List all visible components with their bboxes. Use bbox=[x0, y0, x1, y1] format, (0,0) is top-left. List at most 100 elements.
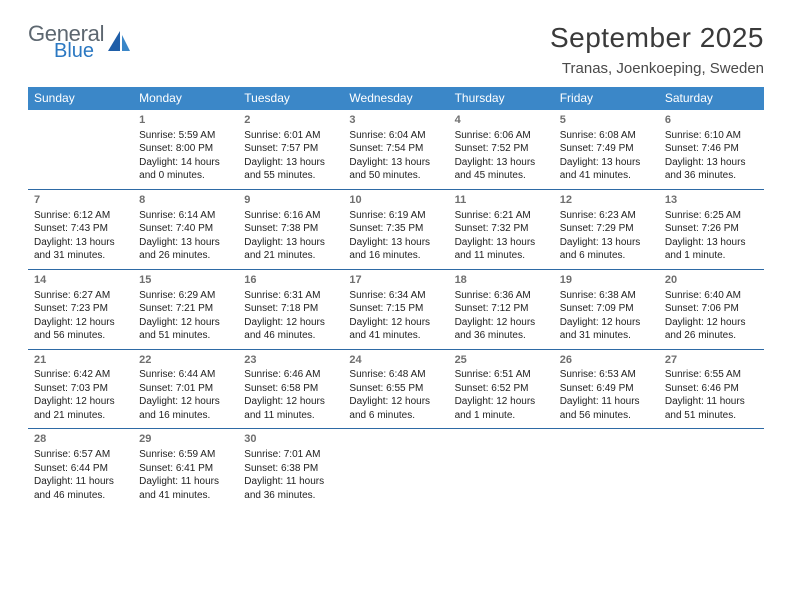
sunrise-text: Sunrise: 6:38 AM bbox=[560, 289, 653, 303]
calendar-page: General Blue September 2025 Tranas, Joen… bbox=[0, 0, 792, 508]
day-number: 14 bbox=[34, 273, 127, 288]
location-text: Tranas, Joenkoeping, Sweden bbox=[550, 60, 764, 77]
sunrise-text: Sunrise: 6:10 AM bbox=[665, 129, 758, 143]
day-cell: 5Sunrise: 6:08 AMSunset: 7:49 PMDaylight… bbox=[554, 110, 659, 189]
daylight-text: Daylight: 13 hours and 45 minutes. bbox=[455, 156, 548, 183]
day-cell: 20Sunrise: 6:40 AMSunset: 7:06 PMDayligh… bbox=[659, 270, 764, 349]
day-cell: 22Sunrise: 6:44 AMSunset: 7:01 PMDayligh… bbox=[133, 350, 238, 429]
day-cell: 1Sunrise: 5:59 AMSunset: 8:00 PMDaylight… bbox=[133, 110, 238, 189]
day-number: 22 bbox=[139, 353, 232, 368]
daylight-text: Daylight: 13 hours and 11 minutes. bbox=[455, 236, 548, 263]
sunset-text: Sunset: 7:54 PM bbox=[349, 142, 442, 156]
week-row: 28Sunrise: 6:57 AMSunset: 6:44 PMDayligh… bbox=[28, 429, 764, 508]
weekday-header: Thursday bbox=[449, 87, 554, 110]
day-cell: 18Sunrise: 6:36 AMSunset: 7:12 PMDayligh… bbox=[449, 270, 554, 349]
sunrise-text: Sunrise: 6:42 AM bbox=[34, 368, 127, 382]
sunrise-text: Sunrise: 6:51 AM bbox=[455, 368, 548, 382]
sunrise-text: Sunrise: 6:53 AM bbox=[560, 368, 653, 382]
daylight-text: Daylight: 13 hours and 50 minutes. bbox=[349, 156, 442, 183]
sunset-text: Sunset: 7:12 PM bbox=[455, 302, 548, 316]
sunrise-text: Sunrise: 6:29 AM bbox=[139, 289, 232, 303]
day-number: 26 bbox=[560, 353, 653, 368]
day-cell: 6Sunrise: 6:10 AMSunset: 7:46 PMDaylight… bbox=[659, 110, 764, 189]
daylight-text: Daylight: 13 hours and 41 minutes. bbox=[560, 156, 653, 183]
day-cell: 26Sunrise: 6:53 AMSunset: 6:49 PMDayligh… bbox=[554, 350, 659, 429]
sunset-text: Sunset: 6:41 PM bbox=[139, 462, 232, 476]
daylight-text: Daylight: 13 hours and 6 minutes. bbox=[560, 236, 653, 263]
daylight-text: Daylight: 14 hours and 0 minutes. bbox=[139, 156, 232, 183]
sunset-text: Sunset: 7:52 PM bbox=[455, 142, 548, 156]
daylight-text: Daylight: 11 hours and 56 minutes. bbox=[560, 395, 653, 422]
day-number: 8 bbox=[139, 193, 232, 208]
weekday-header: Friday bbox=[554, 87, 659, 110]
sunrise-text: Sunrise: 6:48 AM bbox=[349, 368, 442, 382]
day-cell: 27Sunrise: 6:55 AMSunset: 6:46 PMDayligh… bbox=[659, 350, 764, 429]
sunset-text: Sunset: 6:58 PM bbox=[244, 382, 337, 396]
sunset-text: Sunset: 6:55 PM bbox=[349, 382, 442, 396]
day-number: 11 bbox=[455, 193, 548, 208]
day-cell-empty bbox=[659, 429, 764, 508]
day-cell-empty bbox=[343, 429, 448, 508]
day-number: 20 bbox=[665, 273, 758, 288]
sunset-text: Sunset: 7:18 PM bbox=[244, 302, 337, 316]
sunrise-text: Sunrise: 6:57 AM bbox=[34, 448, 127, 462]
sunrise-text: Sunrise: 6:01 AM bbox=[244, 129, 337, 143]
daylight-text: Daylight: 12 hours and 11 minutes. bbox=[244, 395, 337, 422]
daylight-text: Daylight: 12 hours and 36 minutes. bbox=[455, 316, 548, 343]
day-cell: 28Sunrise: 6:57 AMSunset: 6:44 PMDayligh… bbox=[28, 429, 133, 508]
day-number: 10 bbox=[349, 193, 442, 208]
day-cell: 24Sunrise: 6:48 AMSunset: 6:55 PMDayligh… bbox=[343, 350, 448, 429]
sunrise-text: Sunrise: 7:01 AM bbox=[244, 448, 337, 462]
sunset-text: Sunset: 6:49 PM bbox=[560, 382, 653, 396]
sunrise-text: Sunrise: 6:25 AM bbox=[665, 209, 758, 223]
weeks-container: 1Sunrise: 5:59 AMSunset: 8:00 PMDaylight… bbox=[28, 110, 764, 508]
day-cell-empty bbox=[554, 429, 659, 508]
day-cell: 29Sunrise: 6:59 AMSunset: 6:41 PMDayligh… bbox=[133, 429, 238, 508]
day-number: 12 bbox=[560, 193, 653, 208]
week-row: 21Sunrise: 6:42 AMSunset: 7:03 PMDayligh… bbox=[28, 350, 764, 430]
title-block: September 2025 Tranas, Joenkoeping, Swed… bbox=[550, 22, 764, 77]
daylight-text: Daylight: 12 hours and 26 minutes. bbox=[665, 316, 758, 343]
sunrise-text: Sunrise: 6:34 AM bbox=[349, 289, 442, 303]
sunset-text: Sunset: 8:00 PM bbox=[139, 142, 232, 156]
day-cell: 11Sunrise: 6:21 AMSunset: 7:32 PMDayligh… bbox=[449, 190, 554, 269]
weekday-header-row: SundayMondayTuesdayWednesdayThursdayFrid… bbox=[28, 87, 764, 110]
day-cell-empty bbox=[449, 429, 554, 508]
sail-icon bbox=[106, 29, 132, 57]
daylight-text: Daylight: 13 hours and 55 minutes. bbox=[244, 156, 337, 183]
day-number: 5 bbox=[560, 113, 653, 128]
day-cell: 12Sunrise: 6:23 AMSunset: 7:29 PMDayligh… bbox=[554, 190, 659, 269]
day-cell: 7Sunrise: 6:12 AMSunset: 7:43 PMDaylight… bbox=[28, 190, 133, 269]
daylight-text: Daylight: 12 hours and 46 minutes. bbox=[244, 316, 337, 343]
daylight-text: Daylight: 11 hours and 41 minutes. bbox=[139, 475, 232, 502]
sunset-text: Sunset: 7:01 PM bbox=[139, 382, 232, 396]
day-cell: 10Sunrise: 6:19 AMSunset: 7:35 PMDayligh… bbox=[343, 190, 448, 269]
brand-logo: General Blue bbox=[28, 22, 132, 62]
sunrise-text: Sunrise: 5:59 AM bbox=[139, 129, 232, 143]
daylight-text: Daylight: 11 hours and 46 minutes. bbox=[34, 475, 127, 502]
day-cell: 4Sunrise: 6:06 AMSunset: 7:52 PMDaylight… bbox=[449, 110, 554, 189]
day-number: 29 bbox=[139, 432, 232, 447]
daylight-text: Daylight: 12 hours and 41 minutes. bbox=[349, 316, 442, 343]
sunrise-text: Sunrise: 6:14 AM bbox=[139, 209, 232, 223]
sunrise-text: Sunrise: 6:40 AM bbox=[665, 289, 758, 303]
day-number: 6 bbox=[665, 113, 758, 128]
sunset-text: Sunset: 6:52 PM bbox=[455, 382, 548, 396]
day-number: 23 bbox=[244, 353, 337, 368]
sunrise-text: Sunrise: 6:31 AM bbox=[244, 289, 337, 303]
page-header: General Blue September 2025 Tranas, Joen… bbox=[28, 22, 764, 77]
weekday-header: Wednesday bbox=[343, 87, 448, 110]
day-number: 1 bbox=[139, 113, 232, 128]
daylight-text: Daylight: 13 hours and 21 minutes. bbox=[244, 236, 337, 263]
day-number: 30 bbox=[244, 432, 337, 447]
day-cell-empty bbox=[28, 110, 133, 189]
day-cell: 9Sunrise: 6:16 AMSunset: 7:38 PMDaylight… bbox=[238, 190, 343, 269]
day-cell: 17Sunrise: 6:34 AMSunset: 7:15 PMDayligh… bbox=[343, 270, 448, 349]
sunset-text: Sunset: 7:43 PM bbox=[34, 222, 127, 236]
daylight-text: Daylight: 11 hours and 36 minutes. bbox=[244, 475, 337, 502]
sunset-text: Sunset: 6:44 PM bbox=[34, 462, 127, 476]
day-cell: 13Sunrise: 6:25 AMSunset: 7:26 PMDayligh… bbox=[659, 190, 764, 269]
sunrise-text: Sunrise: 6:16 AM bbox=[244, 209, 337, 223]
day-cell: 19Sunrise: 6:38 AMSunset: 7:09 PMDayligh… bbox=[554, 270, 659, 349]
sunrise-text: Sunrise: 6:46 AM bbox=[244, 368, 337, 382]
